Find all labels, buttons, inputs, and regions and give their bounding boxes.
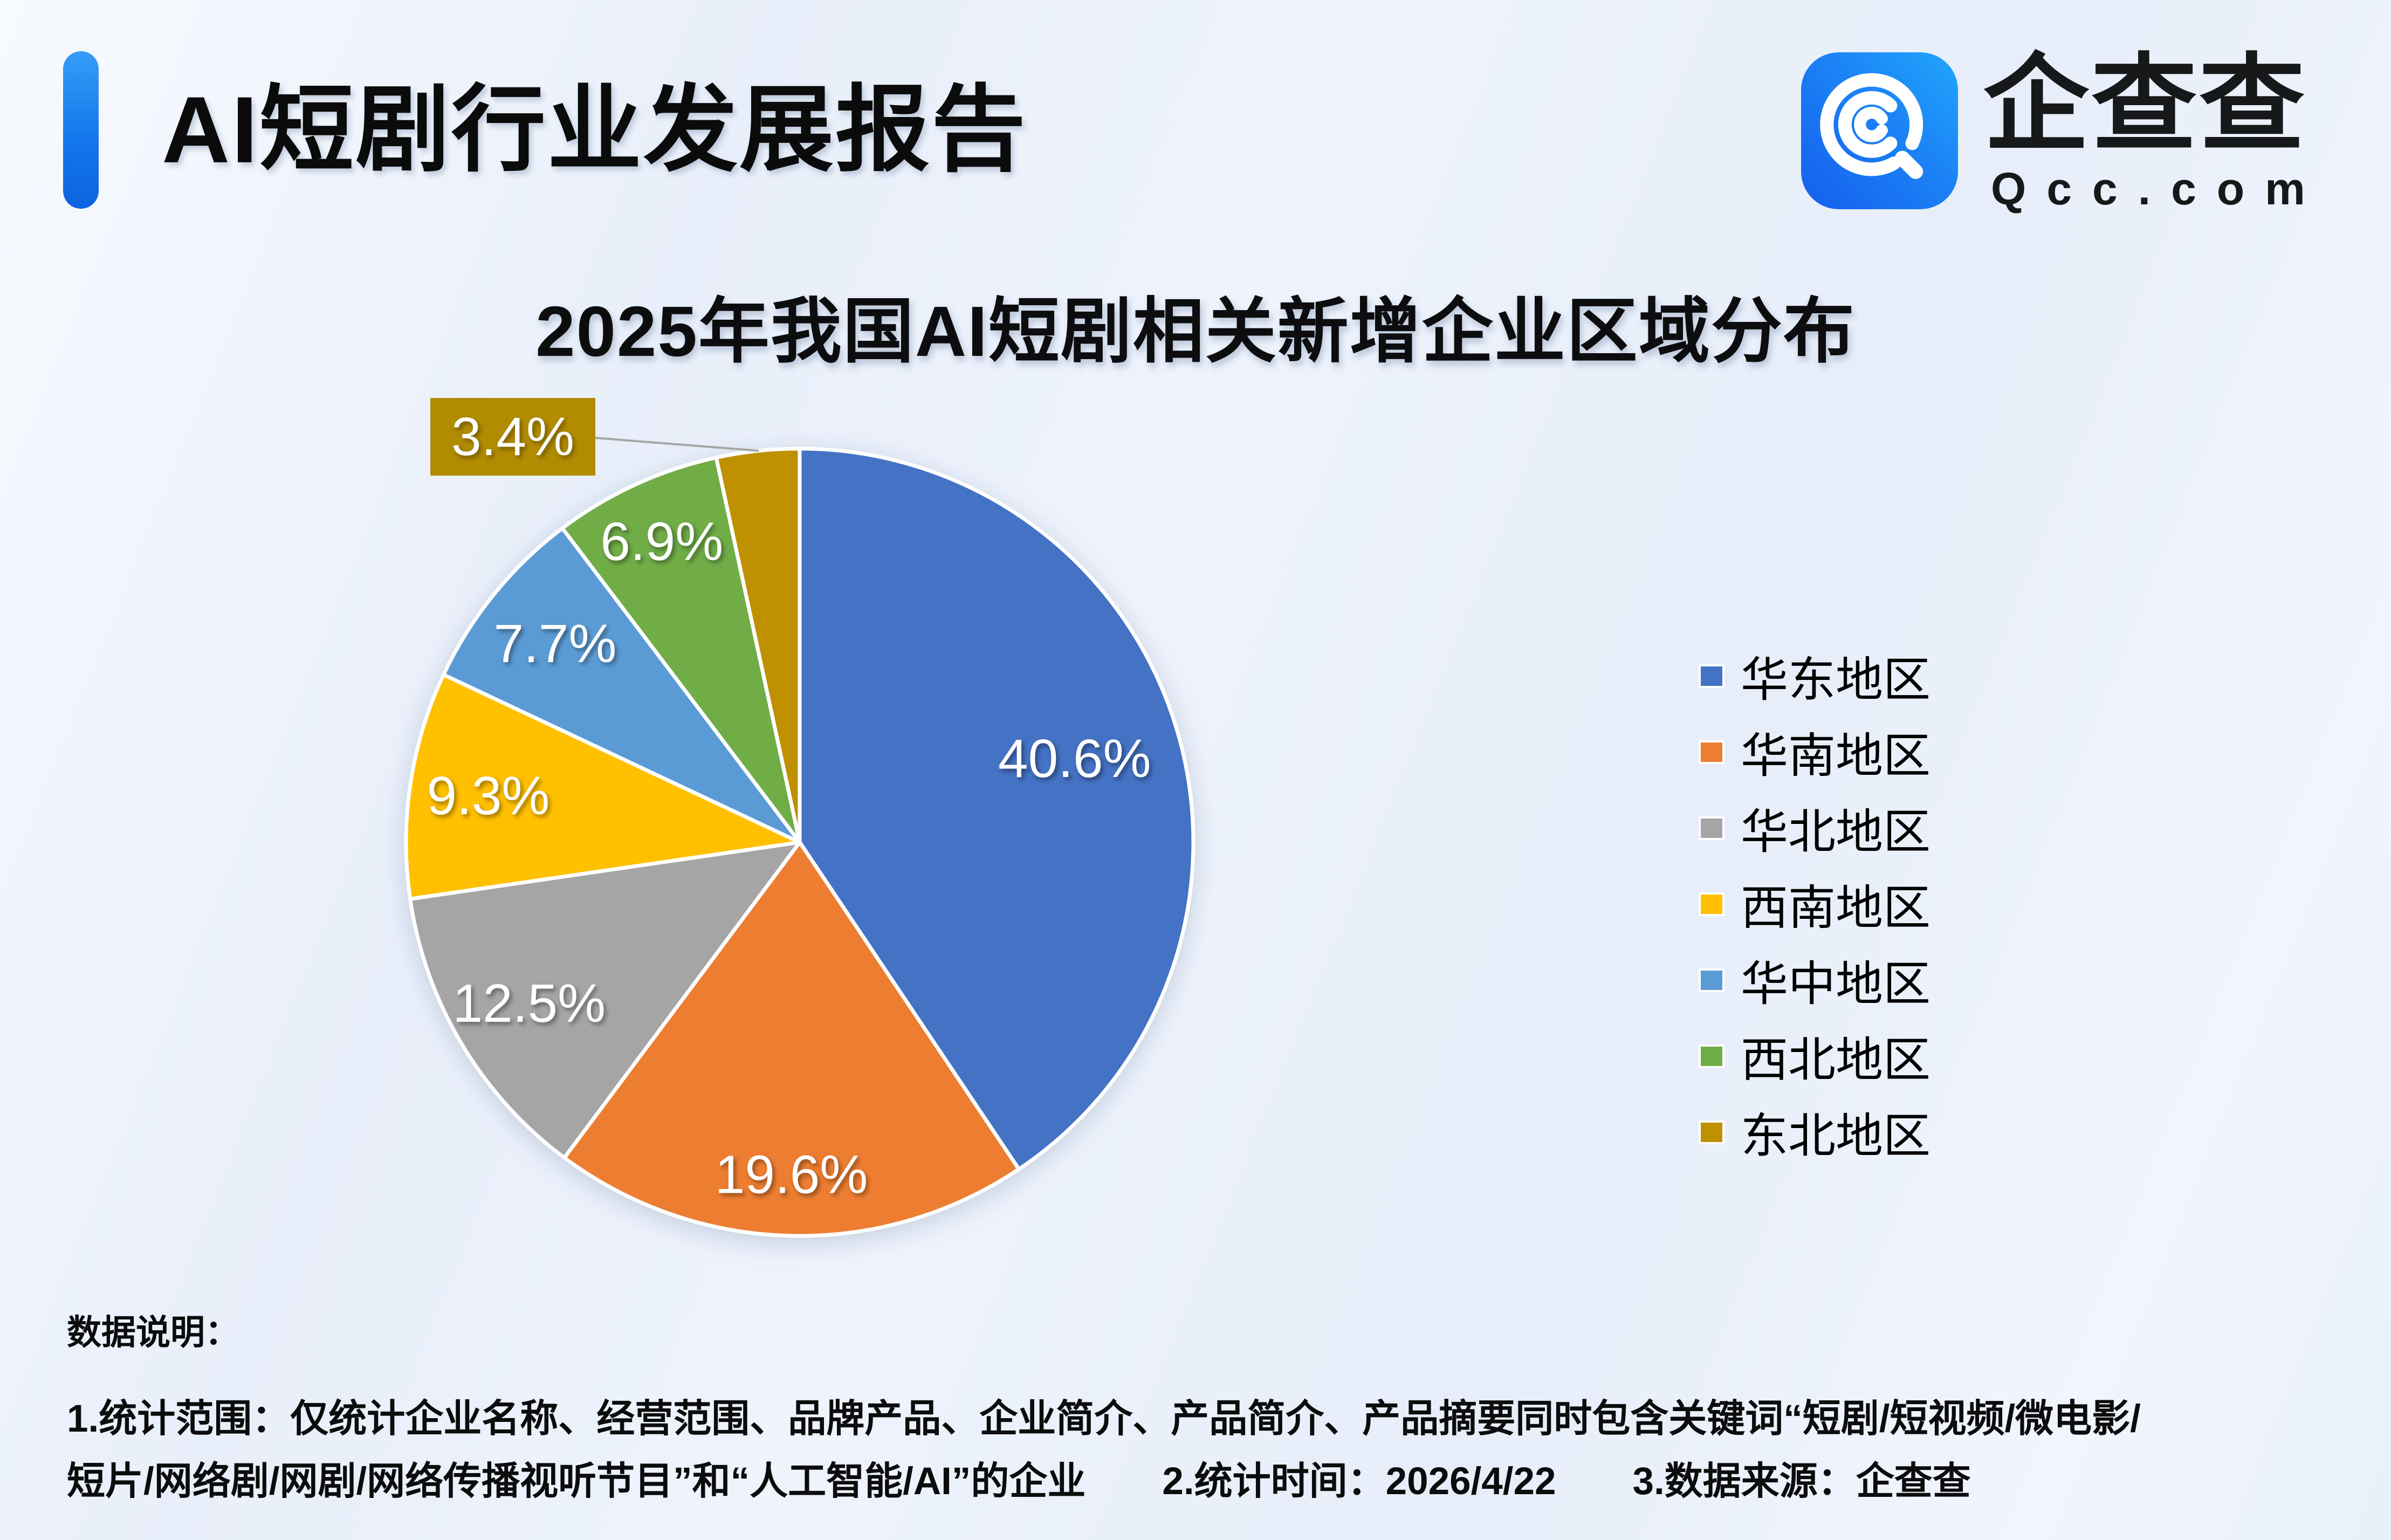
- legend-label: 西北地区: [1741, 1033, 1931, 1087]
- legend: 华东地区华南地区华北地区西南地区华中地区西北地区东北地区: [1699, 650, 1930, 1163]
- legend-swatch: [1699, 816, 1724, 840]
- callout-label: 3.4%: [451, 406, 574, 467]
- callout-box: 3.4%: [430, 398, 595, 476]
- pie-slice-2: [408, 840, 802, 1160]
- legend-item: 西南地区: [1699, 878, 1930, 934]
- callout-leader-line: [595, 437, 759, 452]
- pie-slice-label: 9.3%: [427, 766, 549, 826]
- legend-item: 华中地区: [1699, 954, 1930, 1010]
- pie-slice-label: 7.7%: [494, 614, 617, 674]
- notes-line: 1.统计范围：仅统计企业名称、经营范围、品牌产品、企业简介、产品简介、产品摘要同…: [67, 1398, 2141, 1440]
- pie-slice-0: [798, 446, 1196, 1171]
- qcc-logo-text: 企查查: [1983, 45, 2307, 163]
- legend-label: 华东地区: [1741, 653, 1931, 706]
- legend-item: 东北地区: [1699, 1106, 1930, 1163]
- legend-label: 华南地区: [1741, 729, 1931, 782]
- pie-slice-3: [404, 672, 802, 901]
- legend-swatch: [1699, 1120, 1724, 1144]
- legend-item: 西北地区: [1699, 1030, 1930, 1087]
- pie-slice-1: [562, 840, 1021, 1238]
- legend-item: 华东地区: [1699, 650, 1930, 706]
- legend-swatch: [1699, 664, 1724, 688]
- pie-chart: 40.6% 19.6% 12.5% 9.3% 7.7% 6.9%: [404, 437, 1196, 1238]
- chart-title: 2025年我国AI短剧相关新增企业区域分布: [535, 292, 1856, 371]
- legend-swatch: [1699, 740, 1724, 764]
- notes-line: 短片/网络剧/网剧/网络传播视听节目”和“人工智能/AI”的企业 2.统计时间：…: [67, 1460, 1971, 1503]
- pie-slice-label: 40.6%: [998, 728, 1151, 789]
- legend-label: 东北地区: [1741, 1109, 1931, 1163]
- pie-slice-5: [560, 456, 802, 844]
- qcc-logo-icon: [1801, 52, 1958, 209]
- title-accent-bar: [63, 51, 99, 209]
- legend-label: 华北地区: [1741, 805, 1931, 858]
- legend-swatch: [1699, 892, 1724, 916]
- legend-label: 西南地区: [1741, 881, 1931, 934]
- pie-slice-label: 12.5%: [453, 973, 606, 1034]
- legend-swatch: [1699, 968, 1724, 992]
- report-title: AI短剧行业发展报告: [162, 78, 1027, 183]
- legend-item: 华北地区: [1699, 802, 1930, 858]
- pie-slice-4: [442, 526, 802, 844]
- qcc-logo-domain: Qcc.com: [1991, 163, 2326, 214]
- notes-heading: 数据说明：: [67, 1313, 239, 1352]
- legend-swatch: [1699, 1044, 1724, 1068]
- legend-item: 华南地区: [1699, 726, 1930, 782]
- pie-slice-label: 6.9%: [600, 512, 723, 572]
- pie-slice-label: 19.6%: [715, 1145, 868, 1205]
- legend-label: 华中地区: [1741, 957, 1931, 1010]
